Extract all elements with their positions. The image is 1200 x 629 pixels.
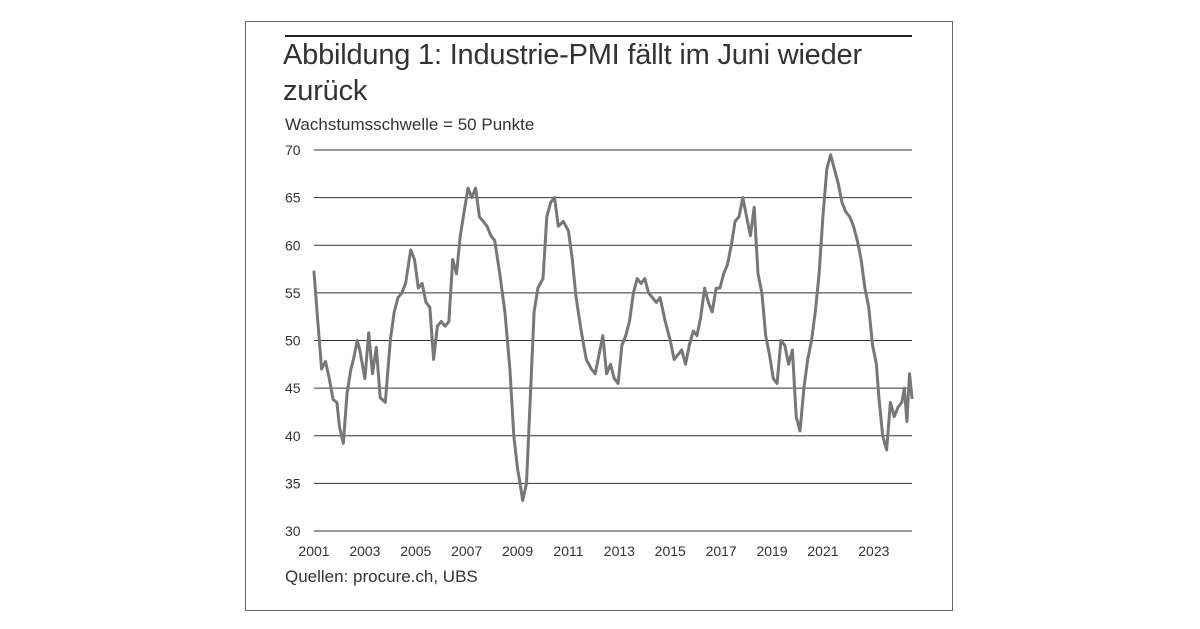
chart-title: Abbildung 1: Industrie-PMI fällt im Juni… bbox=[283, 39, 862, 107]
y-tick-label: 35 bbox=[285, 475, 301, 491]
y-tick-label: 60 bbox=[285, 237, 301, 253]
x-tick-label: 2011 bbox=[553, 543, 583, 559]
x-tick-label: 2019 bbox=[756, 543, 787, 559]
x-tick-label: 2001 bbox=[298, 543, 329, 559]
y-tick-label: 55 bbox=[285, 285, 301, 301]
gridlines bbox=[314, 149, 912, 532]
y-tick-labels: 30 35 40 45 50 55 60 65 70 bbox=[285, 142, 301, 539]
y-tick-label: 70 bbox=[285, 142, 301, 158]
series-lines bbox=[312, 153, 914, 502]
x-tick-label: 2003 bbox=[349, 543, 380, 559]
x-tick-label: 2015 bbox=[655, 543, 686, 559]
x-tick-label: 2005 bbox=[400, 543, 431, 559]
chart-subtitle: Wachstumsschwelle = 50 Punkte bbox=[285, 115, 535, 134]
title-rule bbox=[285, 35, 912, 37]
chart-frame bbox=[245, 21, 953, 611]
x-tick-label: 2017 bbox=[706, 543, 737, 559]
x-tick-label: 2021 bbox=[807, 543, 838, 559]
x-tick-label: 2013 bbox=[604, 543, 635, 559]
y-tick-label: 65 bbox=[285, 190, 301, 206]
y-tick-label: 50 bbox=[285, 333, 301, 349]
x-tick-label: 2007 bbox=[451, 543, 482, 559]
y-tick-label: 30 bbox=[285, 523, 301, 539]
y-tick-label: 45 bbox=[285, 380, 301, 396]
chart-source: Quellen: procure.ch, UBS bbox=[285, 567, 478, 586]
x-tick-label: 2009 bbox=[502, 543, 533, 559]
pmi-series-line bbox=[312, 153, 914, 502]
y-tick-label: 40 bbox=[285, 428, 301, 444]
x-tick-label: 2023 bbox=[858, 543, 889, 559]
x-tick-labels: 2001 2003 2005 2007 2009 2011 2013 2015 2017 2019… bbox=[298, 543, 889, 559]
